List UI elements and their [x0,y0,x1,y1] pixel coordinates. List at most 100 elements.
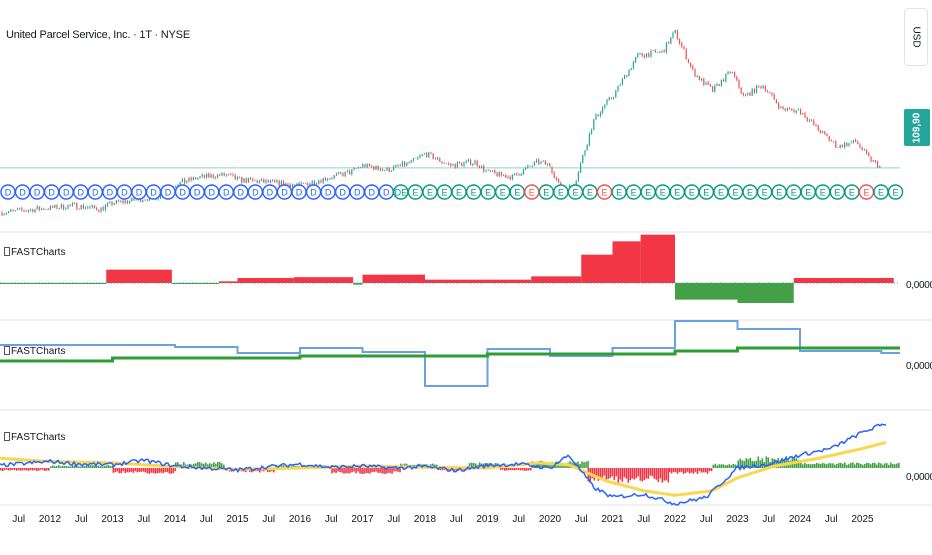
pane-3-histogram-bar [617,468,620,483]
pane-3-histogram-bar [645,468,648,479]
event-marker-letter: D [107,188,114,198]
price-candle [619,85,621,86]
price-candle [186,181,188,183]
price-candle [507,176,509,178]
pane-3-histogram-bar [631,468,634,479]
price-candle [390,170,392,172]
pane-3-histogram-bar [34,468,36,471]
price-candle [276,180,278,182]
price-candle [555,177,557,180]
pane-3-histogram-bar [524,468,526,471]
pane-3-histogram-bar [627,468,630,483]
pane-3-histogram-bar [369,468,371,474]
pane-3-histogram-bar [331,468,333,474]
pane-3-histogram-bar [158,468,161,473]
price-candle [214,177,216,179]
pane-2-indicator-label[interactable]: FASTCharts [4,346,65,357]
pane-3-histogram-bar [848,464,850,468]
price-candle [472,163,474,166]
price-candle [318,180,320,184]
price-candle [795,110,797,113]
pane-3-histogram-bar [651,468,654,477]
pane-3-histogram-bar [704,468,707,473]
price-candle [421,154,423,156]
pane-3-histogram-bar [94,465,96,468]
pane-3-histogram-bar [80,466,82,468]
event-marker-letter: D [136,188,143,198]
price-candle [745,94,747,96]
x-axis-tick-label: 2018 [413,514,437,525]
price-candle [393,166,395,171]
pane-3-histogram-bar [399,468,401,473]
price-candle [386,167,388,171]
price-candle [366,163,368,168]
price-candle [54,204,56,208]
price-candle [146,199,148,201]
price-candle [654,50,656,53]
x-axis-tick-label: Jul [199,514,213,525]
price-candle [177,185,179,187]
pane-3-histogram-bar [108,465,110,468]
pane-3-histogram-bar [767,457,770,468]
price-candle [661,50,663,52]
pane-3-indicator-label[interactable]: FASTCharts [4,432,65,443]
pane-3-histogram-bar [357,468,359,472]
price-candle [549,163,551,167]
event-marker-letter: E [878,188,884,198]
pane-1-histogram-bar [612,241,641,283]
pane-3-histogram-bar [876,464,878,468]
pane-3-histogram-bar [639,468,642,481]
pane-3-histogram-bar [146,468,149,474]
currency-button[interactable]: USD [904,8,928,66]
event-marker-letter: E [412,188,418,198]
pane-3-histogram-bar [820,463,822,468]
price-candle [280,181,282,186]
price-candle [16,209,18,211]
price-candle [498,171,500,177]
pane-3-histogram-bar [54,466,56,468]
x-axis-tick-label: Jul [74,514,88,525]
pane-3-histogram-bar [62,465,64,468]
pane-3-histogram-bar [797,459,800,468]
pane-3-histogram-bar [824,463,826,468]
pane-2-indicator-name: FASTCharts [11,346,66,357]
price-candle [586,144,588,151]
event-marker-letter: D [5,188,12,198]
pane-3-histogram-bar [692,468,695,474]
price-candle [126,200,128,203]
price-candle [120,200,122,202]
pane-3-histogram-bar [506,468,508,471]
price-candle [252,179,254,181]
pane-3-histogram-bar [670,468,673,474]
price-candle [265,180,267,183]
price-candle [289,184,291,188]
price-candle [181,179,183,182]
pane-3-histogram-bar [659,468,662,479]
pane-1-histogram-bar [793,278,894,283]
price-candle [529,165,531,167]
price-candle [65,208,67,210]
price-candle [305,183,307,184]
x-axis-tick-label: Jul [12,514,26,525]
price-candle [441,161,443,163]
pane-3-histogram-bar [4,468,6,470]
price-candle [837,147,839,148]
pane-3-histogram-bar [852,462,854,468]
pane-3-histogram-bar [609,468,612,478]
pane-3-histogram-bar [834,464,836,468]
price-candle [522,169,524,175]
pane-3-histogram-bar [528,468,530,471]
pane-3-histogram-bar [183,462,185,468]
price-candle [797,109,799,111]
pane-1-indicator-label[interactable]: FASTCharts [4,247,65,258]
pane-3-indicator-name: FASTCharts [11,432,66,443]
price-candle [294,184,296,186]
price-candle [760,86,762,88]
price-candle [52,205,54,208]
price-candle [342,173,344,177]
event-marker-letter: E [427,188,433,198]
pane-3-histogram-bar [72,465,74,468]
pane-3-histogram-bar [26,468,28,471]
